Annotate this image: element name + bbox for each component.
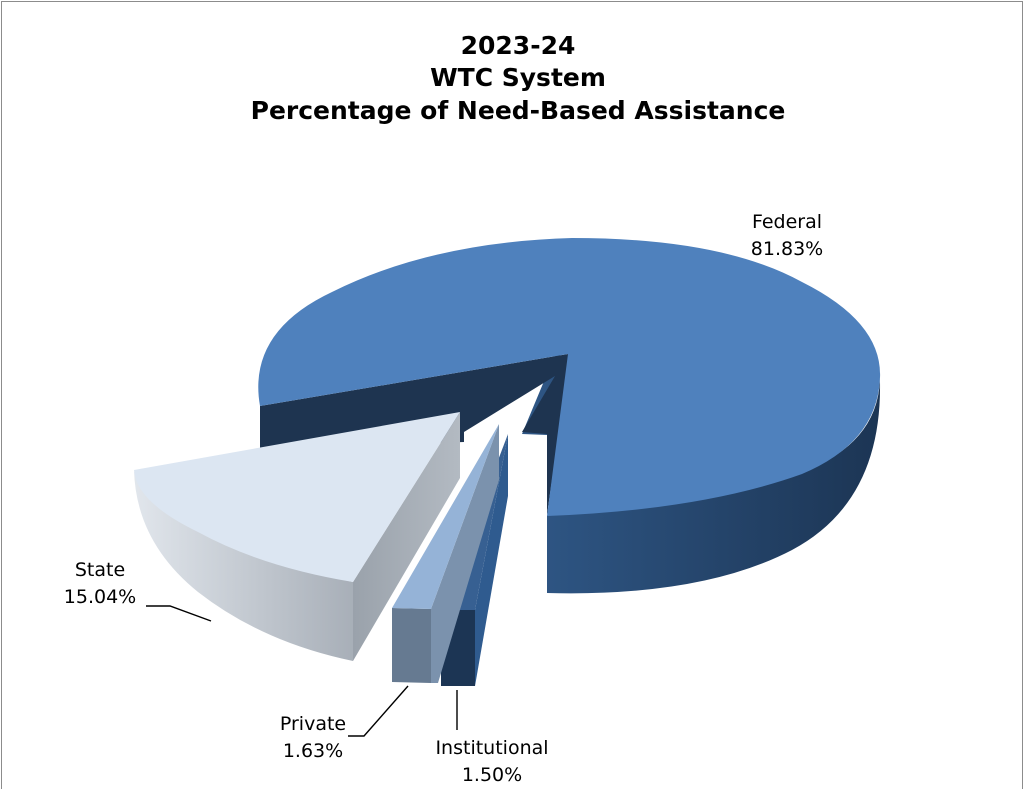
label-institutional-name: Institutional [435,737,548,759]
pie-slice-federal [258,238,881,594]
pie-slice-state-cut [353,412,460,661]
chart-title-line-3: Percentage of Need-Based Assistance [251,96,786,125]
label-federal-value: 81.83% [751,238,823,260]
leader-line-state [146,605,212,622]
label-federal-name: Federal [752,211,822,233]
pie-slice-private-cut [431,424,499,683]
chart-title-line-2: WTC System [430,63,606,92]
label-state-value: 15.04% [64,586,136,608]
pie-slice-federal-side [522,338,881,594]
pie-slice-private-side [392,608,431,683]
label-private-name: Private [280,713,346,735]
chart-title-line-1: 2023-24 [461,31,576,60]
pie-slice-private [392,424,499,683]
pie-slice-institutional-cut [475,434,508,686]
pie-slice-state-top [134,412,460,582]
pie-slice-private-top [392,424,499,609]
label-private-value: 1.63% [283,740,343,762]
leader-line-private [348,685,409,737]
pie-slice-federal-cut-right [522,354,568,515]
pie-slice-federal-top [258,238,881,516]
label-institutional-value: 1.50% [462,764,522,786]
label-state-name: State [75,559,125,581]
pie-slice-state [134,412,460,661]
pie-slice-federal-cut-left [260,354,568,449]
